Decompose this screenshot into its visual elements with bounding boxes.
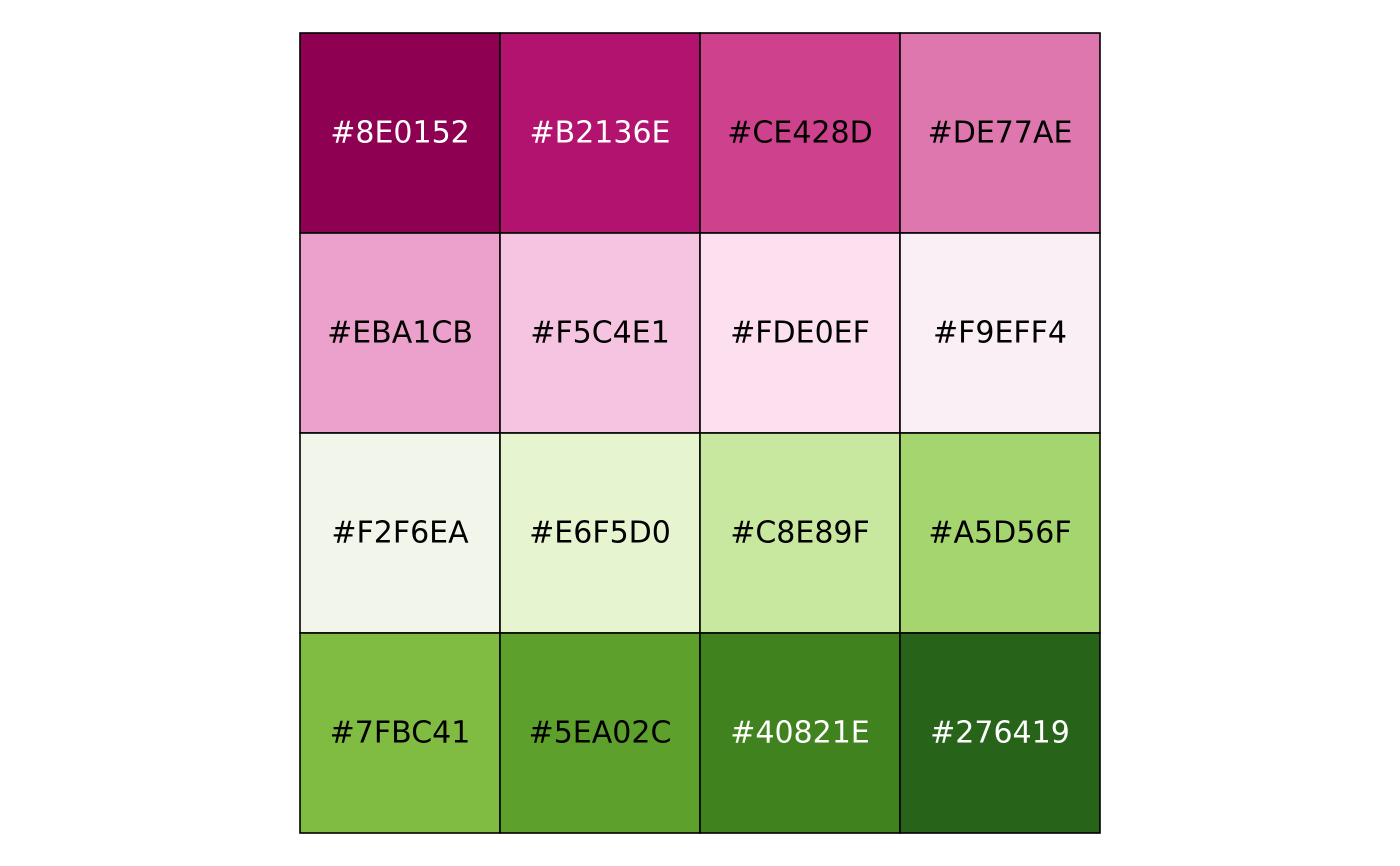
color-swatch-cell xyxy=(699,632,901,834)
color-swatch-label: #E6F5D0 xyxy=(529,516,671,551)
color-swatch-label: #F5C4E1 xyxy=(530,316,670,351)
color-swatch-label: #40821E xyxy=(730,716,870,751)
color-swatch-label: #F9EFF4 xyxy=(933,316,1067,351)
color-swatch-cell xyxy=(899,432,1101,634)
color-swatch-cell xyxy=(899,232,1101,434)
color-swatch-cell xyxy=(299,632,501,834)
color-swatch-label: #DE77AE xyxy=(928,116,1073,151)
color-swatch-label: #C8E89F xyxy=(730,516,870,551)
color-swatch-label: #EBA1CB xyxy=(327,316,473,351)
color-swatch-label: #8E0152 xyxy=(330,116,470,151)
color-swatch-cell xyxy=(499,32,701,234)
color-swatch-cell xyxy=(899,32,1101,234)
color-swatch-grid: #8E0152 #B2136E #CE428D #DE77AE #EBA1CB #F5C4… xyxy=(299,32,1101,834)
color-swatch-label: #5EA02C xyxy=(529,716,672,751)
color-swatch-cell xyxy=(499,232,701,434)
color-swatch-label: #A5D56F xyxy=(928,516,1071,551)
color-swatch-cell xyxy=(499,432,701,634)
color-swatch-cell xyxy=(899,632,1101,834)
color-swatch-label: #F2F6EA xyxy=(331,516,469,551)
color-swatch-label: #7FBC41 xyxy=(330,716,471,751)
color-swatch-cell xyxy=(499,632,701,834)
color-swatch-cell xyxy=(299,32,501,234)
color-swatch-cell xyxy=(299,232,501,434)
color-swatch-label: #B2136E xyxy=(529,116,670,151)
color-swatch-cell xyxy=(699,32,901,234)
color-swatch-label: #CE428D xyxy=(727,116,872,151)
color-swatch-label: #FDE0EF xyxy=(730,316,870,351)
color-swatch-label: #276419 xyxy=(930,716,1070,751)
